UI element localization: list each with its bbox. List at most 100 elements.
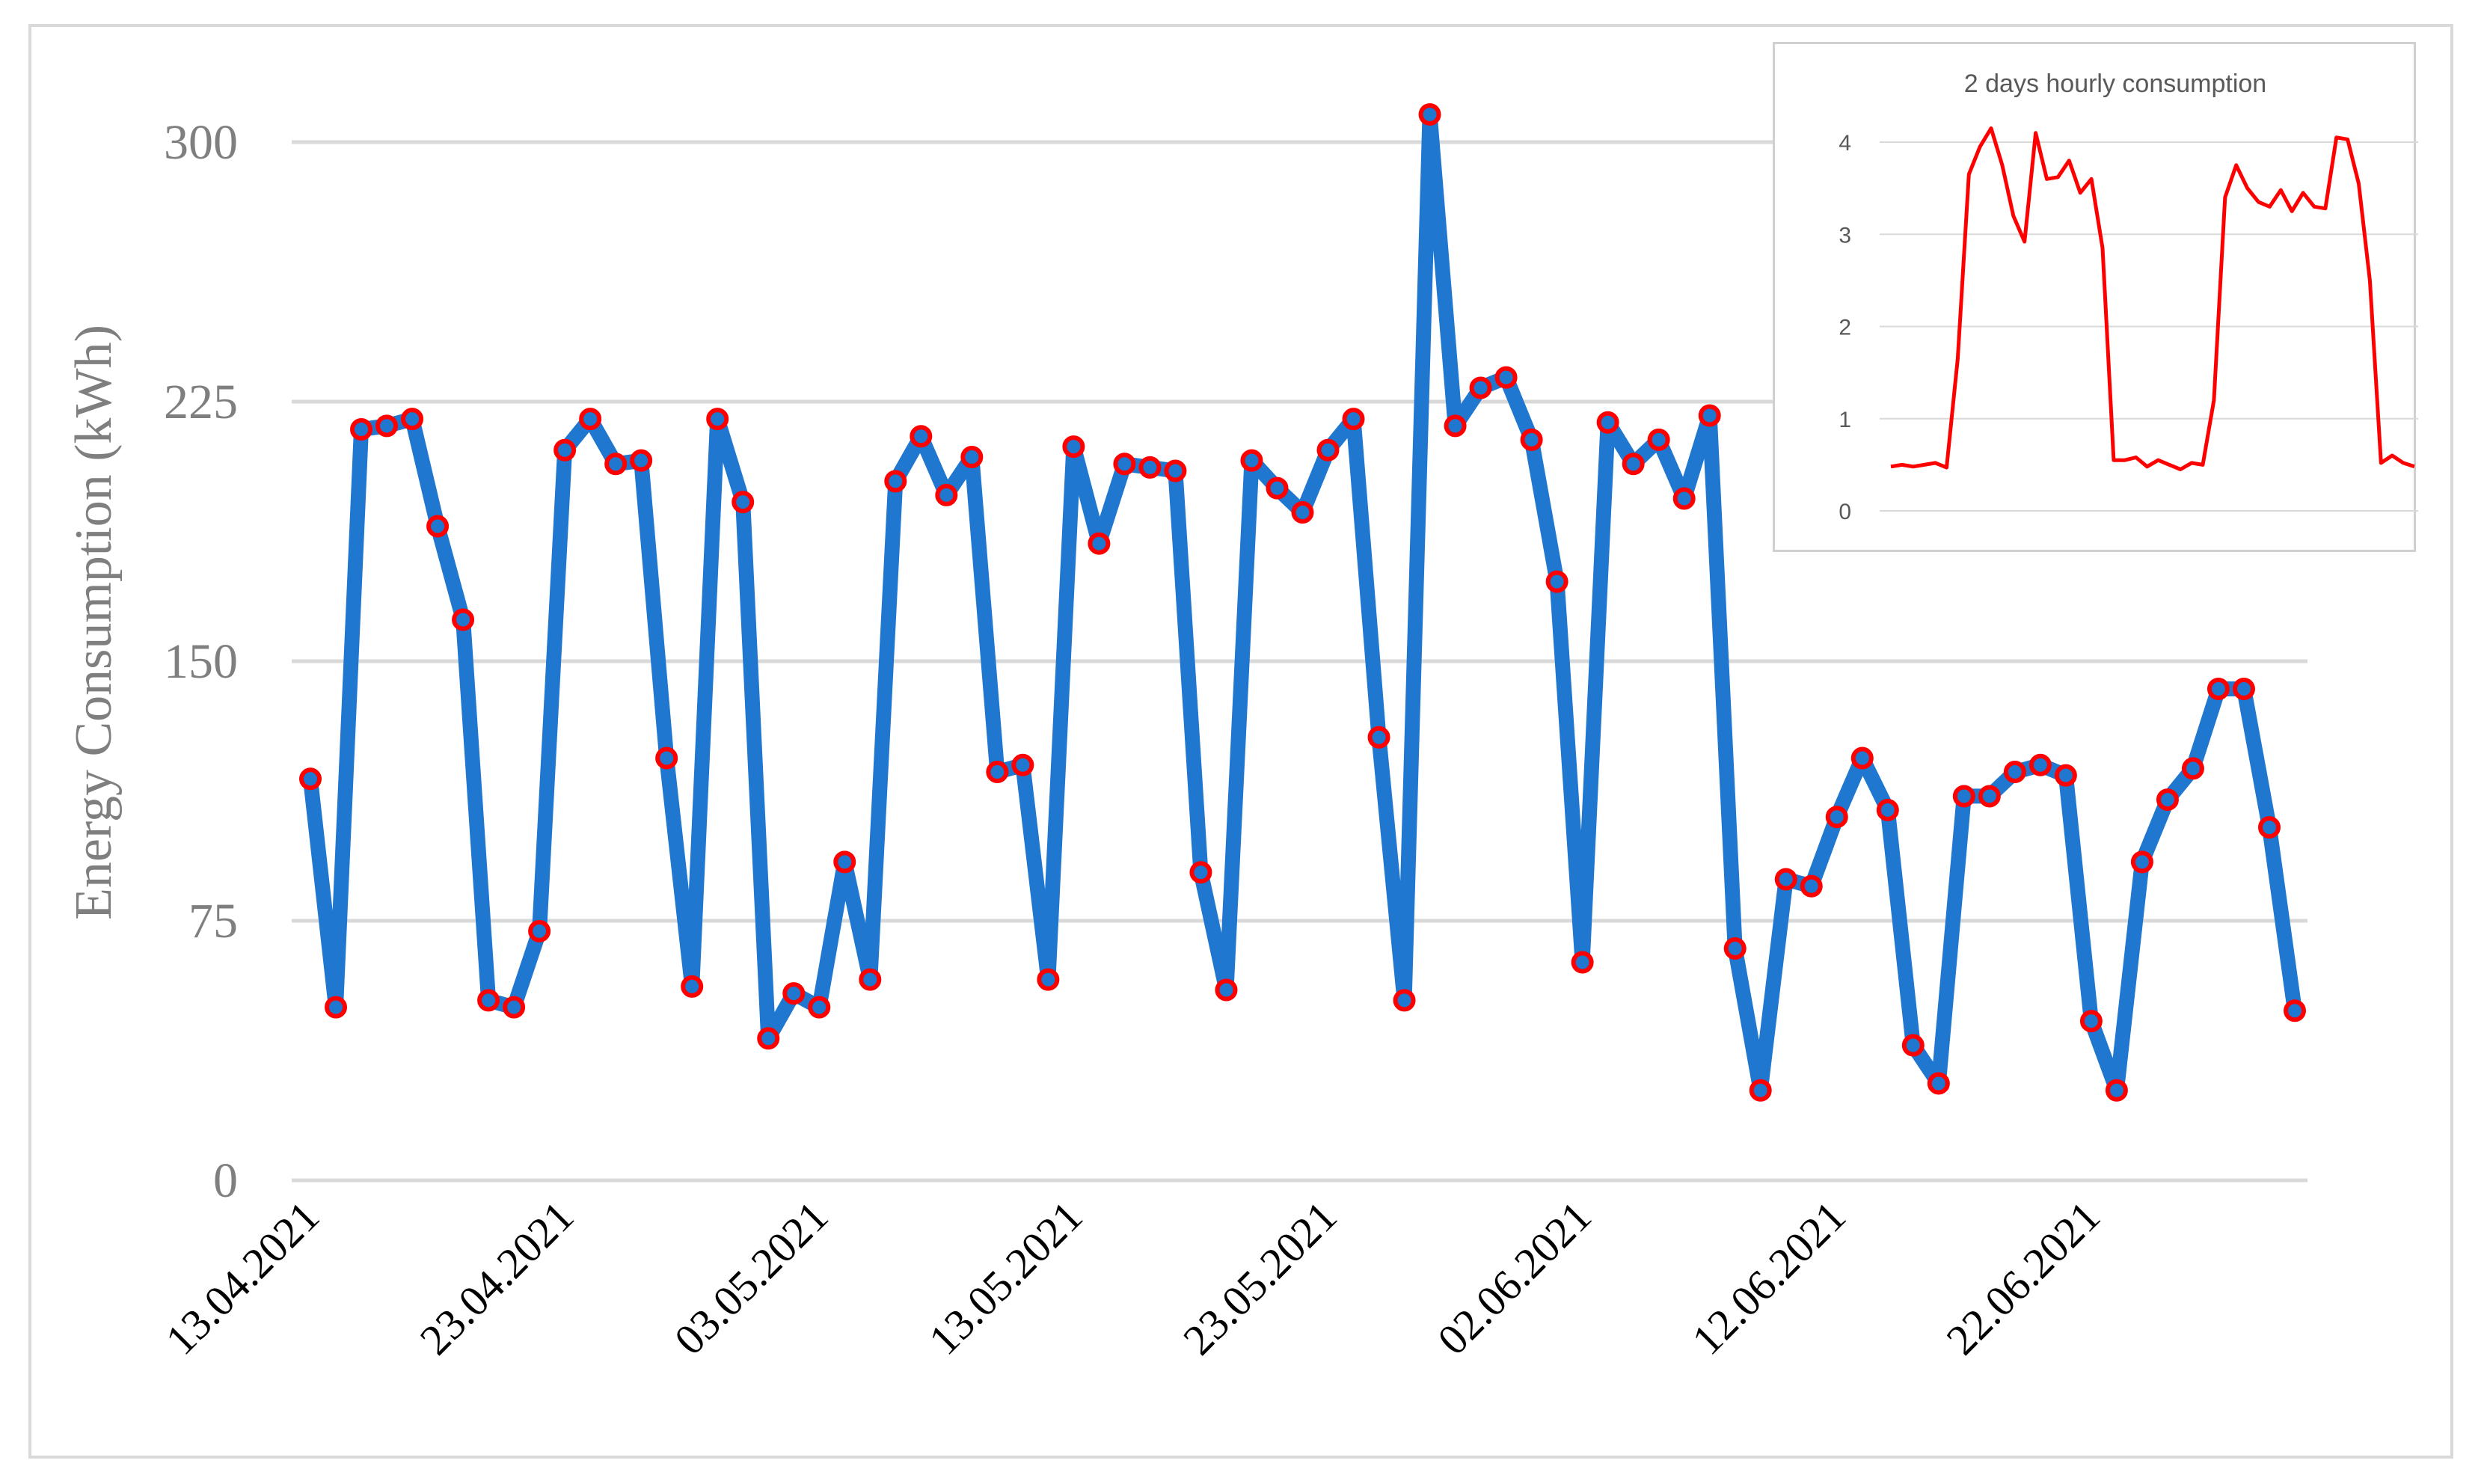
main-data-point bbox=[2257, 816, 2281, 839]
main-data-point bbox=[1927, 1072, 1950, 1095]
main-y-tick-label: 0 bbox=[213, 1153, 238, 1208]
main-x-tick-label: 22.06.2021 bbox=[1937, 1192, 2110, 1364]
main-data-points bbox=[299, 102, 2306, 1102]
inset-y-tick-label: 0 bbox=[1839, 500, 1851, 524]
main-data-point bbox=[579, 408, 602, 431]
main-data-point bbox=[1672, 487, 1696, 510]
main-x-tick-label: 03.05.2021 bbox=[665, 1192, 838, 1364]
main-data-point bbox=[859, 968, 882, 991]
y-axis-label: Energy Consumption (kWh) bbox=[65, 325, 123, 920]
inset-y-tick-label: 1 bbox=[1839, 408, 1851, 432]
main-x-tick-label: 13.04.2021 bbox=[156, 1192, 329, 1364]
main-data-point bbox=[1444, 414, 1467, 438]
main-y-tick-label: 225 bbox=[164, 375, 238, 429]
main-data-point bbox=[553, 438, 577, 462]
main-data-point bbox=[2105, 1079, 2128, 1102]
main-data-point bbox=[1266, 476, 1289, 500]
main-data-point bbox=[630, 449, 653, 472]
main-data-point bbox=[477, 989, 500, 1012]
main-data-point bbox=[426, 515, 450, 538]
main-data-point bbox=[1749, 1079, 1772, 1102]
main-data-point bbox=[935, 483, 958, 506]
main-data-point bbox=[2207, 678, 2230, 701]
main-data-point bbox=[1138, 456, 1162, 479]
main-data-point bbox=[1800, 874, 1823, 898]
main-data-point bbox=[1189, 861, 1212, 884]
main-data-point bbox=[1037, 968, 1060, 991]
inset-y-tick-labels: 0 1 2 3 4 bbox=[1839, 131, 1851, 524]
inset-chart-panel: 2 days hourly consumption 0 1 2 3 4 bbox=[1773, 42, 2418, 552]
main-data-point bbox=[1545, 570, 1568, 593]
main-data-point bbox=[452, 608, 475, 631]
main-data-point bbox=[1825, 806, 1848, 829]
main-data-point bbox=[757, 1027, 780, 1050]
main-data-point bbox=[1215, 978, 1238, 1002]
main-x-tick-label: 12.06.2021 bbox=[1682, 1192, 1855, 1364]
main-data-point bbox=[1418, 102, 1441, 126]
main-data-point bbox=[2079, 1010, 2103, 1033]
main-data-point bbox=[375, 414, 399, 438]
main-data-point bbox=[1876, 798, 1899, 821]
main-data-point bbox=[1850, 746, 1874, 770]
main-data-point bbox=[681, 975, 704, 998]
main-x-tick-label: 23.05.2021 bbox=[1174, 1192, 1346, 1364]
main-data-point bbox=[1062, 435, 1085, 459]
main-data-point bbox=[2054, 764, 2077, 787]
main-data-point bbox=[1316, 438, 1340, 462]
main-data-point bbox=[604, 453, 628, 476]
main-data-point bbox=[1978, 785, 2001, 808]
main-data-point bbox=[1901, 1034, 1925, 1057]
main-data-point bbox=[1698, 404, 1721, 427]
main-data-point bbox=[910, 425, 933, 448]
main-data-point bbox=[2130, 850, 2153, 874]
main-data-point bbox=[401, 408, 424, 431]
main-data-point bbox=[503, 996, 526, 1019]
main-data-point bbox=[325, 996, 348, 1019]
main-data-point bbox=[2003, 761, 2026, 784]
main-data-point bbox=[1113, 453, 1136, 476]
main-data-point bbox=[1647, 428, 1670, 451]
main-data-point bbox=[986, 761, 1009, 784]
main-data-point bbox=[2232, 678, 2255, 701]
main-data-point bbox=[706, 408, 729, 431]
main-data-point bbox=[2028, 753, 2052, 776]
main-data-point bbox=[732, 491, 755, 514]
main-data-point bbox=[2181, 757, 2204, 780]
main-data-point bbox=[960, 446, 984, 469]
main-y-tick-label: 150 bbox=[164, 634, 238, 689]
main-y-tick-label: 300 bbox=[164, 115, 238, 170]
main-data-point bbox=[350, 418, 373, 441]
main-y-tick-label: 75 bbox=[188, 894, 238, 948]
main-data-point bbox=[833, 850, 856, 874]
inset-line-chart: 2 days hourly consumption 0 1 2 3 4 bbox=[1839, 70, 2418, 524]
inset-series bbox=[1890, 126, 2415, 471]
main-data-point bbox=[1723, 937, 1747, 960]
main-data-point bbox=[1520, 428, 1543, 451]
inset-y-tick-label: 4 bbox=[1839, 131, 1851, 156]
main-data-point bbox=[2284, 999, 2306, 1022]
inset-y-tick-label: 2 bbox=[1839, 316, 1851, 340]
main-x-tick-label: 13.05.2021 bbox=[919, 1192, 1092, 1364]
main-data-point bbox=[2156, 788, 2179, 812]
main-data-point bbox=[1469, 376, 1492, 399]
main-data-point bbox=[1596, 411, 1619, 434]
main-x-tick-labels: 13.04.2021 23.04.2021 03.05.2021 13.05.2021… bbox=[156, 1192, 2109, 1364]
main-data-point bbox=[884, 470, 907, 493]
main-data-point bbox=[1622, 453, 1645, 476]
main-data-point bbox=[655, 746, 678, 770]
inset-chart-title: 2 days hourly consumption bbox=[1964, 70, 2266, 98]
main-data-point bbox=[1952, 785, 1975, 808]
inset-series-line bbox=[1890, 126, 2415, 471]
main-data-point bbox=[1011, 753, 1034, 776]
main-data-point bbox=[299, 767, 322, 791]
inset-y-tick-label: 3 bbox=[1839, 223, 1851, 248]
main-data-point bbox=[782, 982, 806, 1005]
main-data-point bbox=[1367, 726, 1390, 749]
main-data-point bbox=[1164, 459, 1187, 482]
main-data-point bbox=[1393, 989, 1416, 1012]
main-data-point bbox=[1342, 408, 1365, 431]
main-data-point bbox=[1291, 501, 1314, 524]
main-data-point bbox=[1240, 449, 1263, 472]
main-x-tick-label: 02.06.2021 bbox=[1428, 1192, 1601, 1364]
